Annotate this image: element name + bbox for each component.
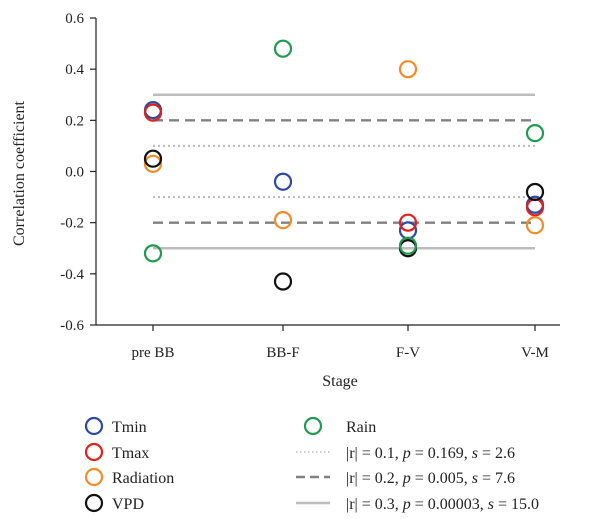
point-vpd xyxy=(525,182,545,202)
legend-label-tmax: Tmax xyxy=(112,445,149,462)
x-tick-label: pre BB xyxy=(132,345,175,361)
legend-marker-tmin xyxy=(84,416,104,436)
point-tmin xyxy=(273,172,293,191)
point-tmax xyxy=(143,103,163,122)
threshold-label-part: p xyxy=(402,445,411,462)
legend-label-rain: Rain xyxy=(346,419,376,436)
threshold-label-part: = 0.00003, xyxy=(411,496,488,513)
threshold-label-part: = 0.169, xyxy=(411,445,472,462)
y-tick-label: 0.6 xyxy=(65,11,84,27)
legend-marker-tmax xyxy=(84,442,104,462)
point-radiation xyxy=(143,154,163,173)
threshold-label-part: p xyxy=(402,496,411,513)
data-points xyxy=(143,39,545,291)
threshold-label-part: |r| = 0.3, xyxy=(346,496,403,513)
x-tick-label: F-V xyxy=(396,345,420,361)
threshold-label-part: = 2.6 xyxy=(478,445,515,462)
legend-label-vpd: VPD xyxy=(112,496,144,513)
legend: Tmin Tmax Radiation VPD Rain |r| = 0.1, p = 0… xyxy=(84,416,539,513)
point-vpd xyxy=(273,272,293,291)
threshold-label-part: = 15.0 xyxy=(494,496,539,513)
point-tmax xyxy=(398,213,418,232)
y-ticks: 0.6 0.4 0.2 0.0 -0.2 -0.4 -0.6 xyxy=(60,11,96,334)
point-radiation xyxy=(398,60,418,79)
threshold-label-part: = 0.005, xyxy=(411,470,472,487)
threshold-label-part: p xyxy=(402,470,411,487)
y-tick-label: 0.2 xyxy=(65,113,84,129)
point-rain xyxy=(143,244,163,263)
legend-marker-rain xyxy=(303,416,323,436)
legend-label-tmin: Tmin xyxy=(112,419,147,436)
axes xyxy=(95,18,560,326)
y-tick-label: -0.6 xyxy=(60,318,84,334)
threshold-label-part: |r| = 0.1, xyxy=(346,445,403,462)
point-rain xyxy=(398,236,418,255)
x-tick-label: BB-F xyxy=(266,345,299,361)
point-radiation xyxy=(525,216,545,235)
legend-label-radiation: Radiation xyxy=(112,470,174,487)
x-ticks: pre BB BB-F F-V V-M xyxy=(132,325,549,361)
threshold-label-part: = 7.6 xyxy=(478,470,515,487)
legend-marker-radiation xyxy=(84,467,104,487)
legend-label-threshold: |r| = 0.2, p = 0.005, s = 7.6 xyxy=(346,470,515,487)
point-rain xyxy=(273,39,293,58)
threshold-label-part: s xyxy=(472,470,478,487)
y-tick-label: -0.2 xyxy=(60,216,84,232)
x-axis-label: Stage xyxy=(322,373,358,390)
point-rain xyxy=(525,124,545,143)
y-axis-label: Correlation coefficient xyxy=(11,100,28,246)
legend-label-threshold: |r| = 0.3, p = 0.00003, s = 15.0 xyxy=(346,496,539,513)
y-tick-label: -0.4 xyxy=(60,267,84,283)
point-radiation xyxy=(273,211,293,230)
threshold-lines xyxy=(153,93,535,250)
legend-marker-vpd xyxy=(84,493,104,513)
y-tick-label: 0.4 xyxy=(65,62,84,78)
threshold-label-part: s xyxy=(488,496,494,513)
y-tick-label: 0.0 xyxy=(65,165,84,181)
threshold-label-part: |r| = 0.2, xyxy=(346,470,403,487)
threshold-label-part: s xyxy=(472,445,478,462)
legend-label-threshold: |r| = 0.1, p = 0.169, s = 2.6 xyxy=(346,445,515,462)
point-vpd xyxy=(143,149,163,168)
x-tick-label: V-M xyxy=(521,345,549,361)
